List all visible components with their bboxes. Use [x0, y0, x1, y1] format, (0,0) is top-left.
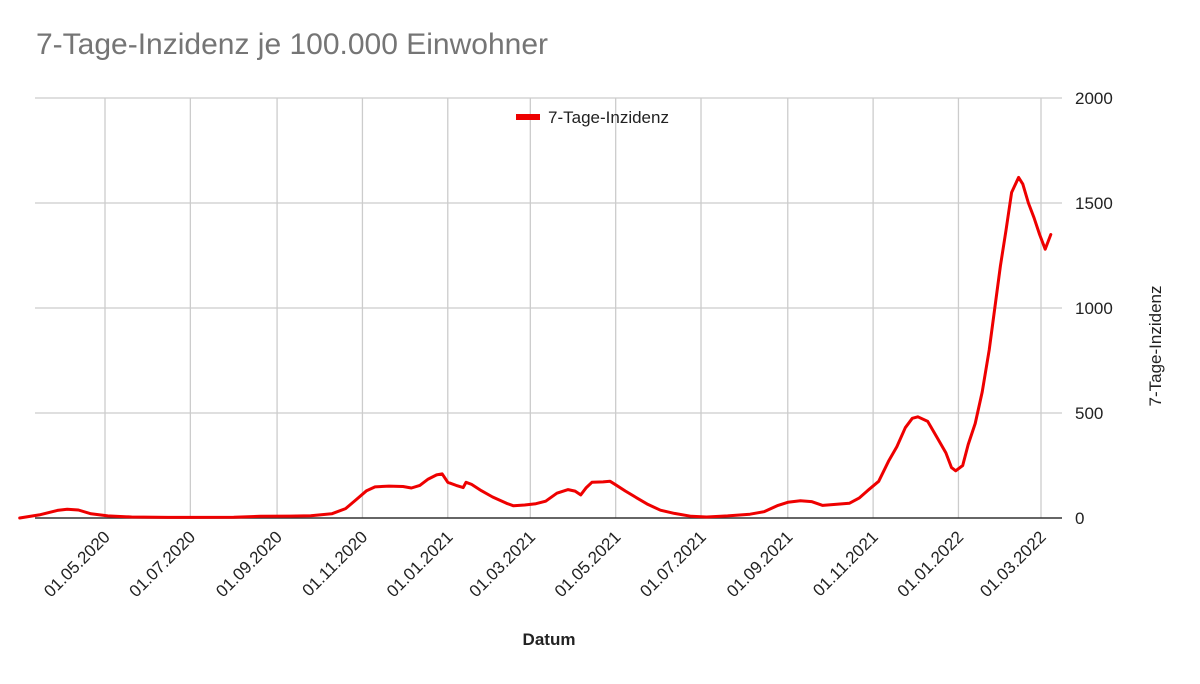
legend-swatch [516, 114, 540, 120]
series-line [18, 175, 1053, 520]
x-tick-label: 01.07.2021 [636, 527, 710, 601]
x-tick-label: 01.07.2020 [126, 527, 200, 601]
y-tick-label: 1500 [1075, 194, 1113, 213]
x-tick-label: 01.01.2022 [894, 527, 968, 601]
x-tick-label: 01.09.2021 [723, 527, 797, 601]
x-tick-label: 01.03.2021 [466, 527, 540, 601]
x-tick-label: 01.05.2020 [40, 527, 114, 601]
chart-title: 7-Tage-Inzidenz je 100.000 Einwohner [36, 28, 549, 61]
x-tick-label: 01.09.2020 [212, 527, 286, 601]
legend-label: 7-Tage-Inzidenz [548, 108, 669, 127]
x-axis-title: Datum [523, 630, 576, 649]
y-axis-title: 7-Tage-Inzidenz [1146, 286, 1165, 407]
legend: 7-Tage-Inzidenz [516, 108, 669, 127]
x-tick-label: 01.11.2020 [299, 527, 372, 600]
x-tick-label: 01.03.2022 [976, 527, 1050, 601]
x-tick-label: 01.05.2021 [551, 527, 625, 601]
grid [35, 97, 1062, 518]
x-tick-label: 01.01.2021 [383, 527, 457, 601]
y-tick-label: 1000 [1075, 299, 1113, 318]
x-tick-label: 01.11.2021 [809, 527, 882, 600]
y-tick-label: 500 [1075, 404, 1103, 423]
y-tick-label: 0 [1075, 509, 1084, 528]
y-tick-label: 2000 [1075, 89, 1113, 108]
series-layer [18, 175, 1053, 520]
